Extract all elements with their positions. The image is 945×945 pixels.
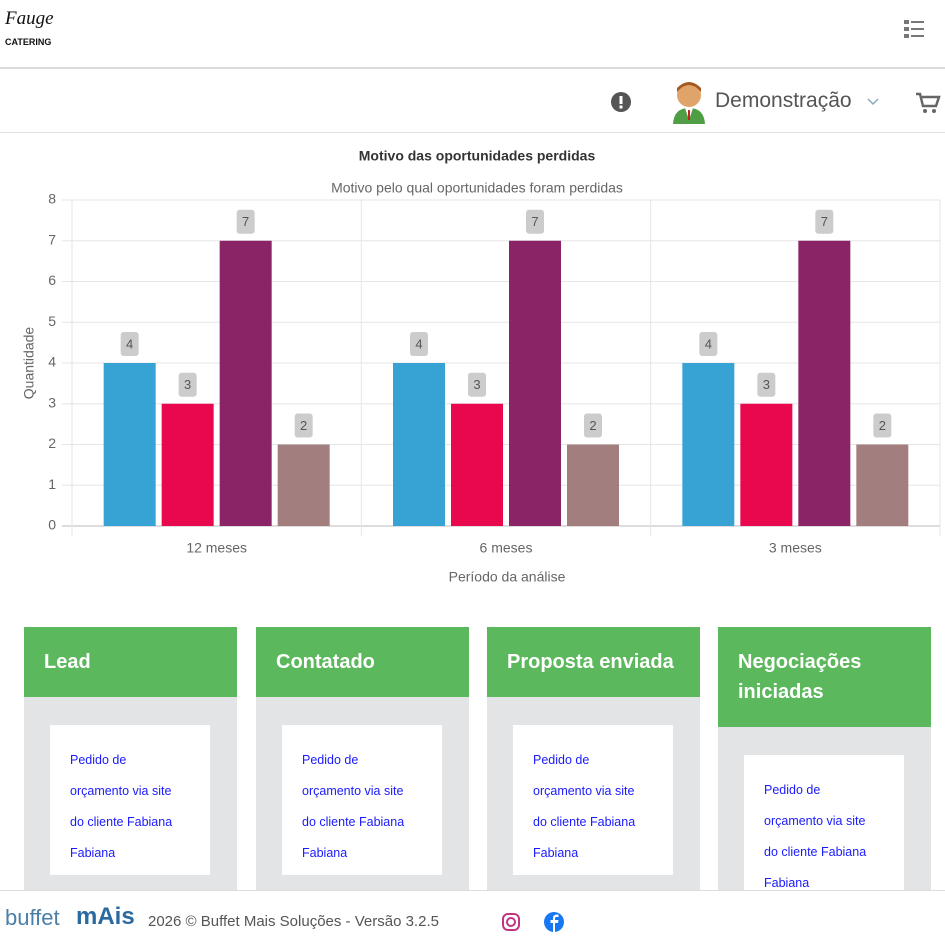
bar [509, 240, 561, 526]
avatar[interactable] [670, 78, 708, 124]
chart: Motivo das oportunidades perdidas Motivo… [21, 148, 941, 585]
bar [798, 240, 851, 526]
value-label: 7 [821, 214, 828, 229]
x-tick-label: 3 meses [769, 540, 822, 556]
y-tick-label: 5 [48, 313, 56, 329]
y-tick-label: 4 [48, 354, 56, 370]
copyright: 2026 © Buffet Mais Soluções - Versão 3.2… [148, 913, 439, 930]
cart-icon[interactable] [915, 91, 941, 115]
y-tick-label: 3 [48, 394, 56, 410]
value-label: 3 [184, 377, 191, 392]
user-caret[interactable] [866, 94, 880, 108]
bar [567, 444, 619, 526]
value-label-box [757, 372, 776, 397]
y-tick-label: 2 [48, 435, 56, 451]
value-label-box [468, 372, 486, 397]
column-title: Lead [24, 627, 237, 697]
brand-mark: mAis [76, 903, 135, 930]
bar [393, 363, 445, 526]
alert-icon[interactable] [610, 91, 632, 113]
kanban-card[interactable]: Pedido de orçamento via site do cliente … [282, 725, 442, 875]
card-text[interactable]: Pedido de orçamento via site do cliente … [302, 753, 405, 860]
kanban-column: Negociações iniciadas Pedido de orçamento… [718, 627, 931, 945]
kanban-card[interactable]: Pedido de orçamento via site do cliente … [513, 725, 673, 875]
logo-sub: CATERING [5, 37, 52, 47]
chart-subtitle: Motivo pelo qual oportunidades foram per… [331, 180, 623, 196]
value-label: 3 [473, 377, 480, 392]
value-label: 7 [531, 214, 538, 229]
value-label-box [526, 209, 544, 234]
y-tick-label: 6 [48, 272, 56, 288]
y-tick-label: 1 [48, 476, 56, 492]
bar [451, 403, 503, 526]
y-tick-label: 0 [48, 517, 56, 533]
kanban-card[interactable]: Pedido de orçamento via site do cliente … [744, 755, 904, 905]
value-label: 4 [415, 336, 422, 351]
value-label-box [410, 332, 428, 356]
value-label-box [120, 332, 139, 356]
value-label: 3 [763, 377, 770, 392]
value-label-box [815, 209, 834, 234]
value-label: 7 [242, 214, 249, 229]
y-axis-label: Quantidade [21, 327, 37, 400]
bar [740, 403, 793, 526]
card-text[interactable]: Pedido de orçamento via site do cliente … [533, 753, 636, 860]
card-text[interactable]: Pedido de orçamento via site do cliente … [764, 783, 867, 890]
value-label-box [584, 413, 602, 438]
column-title: Proposta enviada [487, 627, 700, 697]
value-label-box [873, 413, 892, 438]
logo-script[interactable]: Fauge [5, 8, 54, 29]
column-title: Negociações iniciadas [718, 627, 931, 727]
chart-title: Motivo das oportunidades perdidas [359, 148, 596, 164]
value-label-box [294, 413, 313, 438]
bar [277, 444, 330, 526]
bar [161, 403, 214, 526]
bar [682, 363, 735, 526]
brand-name: buffet [5, 905, 60, 930]
menu-icon[interactable] [903, 18, 925, 40]
bar [103, 363, 156, 526]
bar [856, 444, 909, 526]
value-label: 2 [589, 418, 596, 433]
footer: buffet mAis 2026 © Buffet Mais Soluções … [0, 890, 945, 945]
column-title: Contatado [256, 627, 469, 697]
facebook-icon[interactable] [543, 911, 565, 933]
bar [219, 240, 272, 526]
value-label-box [699, 332, 718, 356]
value-label-box [236, 209, 255, 234]
x-tick-label: 6 meses [480, 540, 533, 556]
value-label: 4 [705, 336, 712, 351]
y-tick-label: 7 [48, 231, 56, 247]
user-bar: Demonstração [0, 69, 945, 133]
y-tick-label: 8 [48, 191, 56, 207]
x-tick-label: 12 meses [186, 540, 247, 556]
user-name[interactable]: Demonstração [715, 89, 852, 112]
instagram-icon[interactable] [501, 912, 521, 932]
card-text[interactable]: Pedido de orçamento via site do cliente … [70, 753, 173, 860]
top-bar: Fauge CATERING [0, 0, 945, 69]
x-axis-label: Período da análise [449, 569, 566, 585]
value-label-box [178, 372, 197, 397]
value-label: 4 [126, 336, 133, 351]
value-label: 2 [300, 418, 307, 433]
value-label: 2 [879, 418, 886, 433]
kanban-card[interactable]: Pedido de orçamento via site do cliente … [50, 725, 210, 875]
